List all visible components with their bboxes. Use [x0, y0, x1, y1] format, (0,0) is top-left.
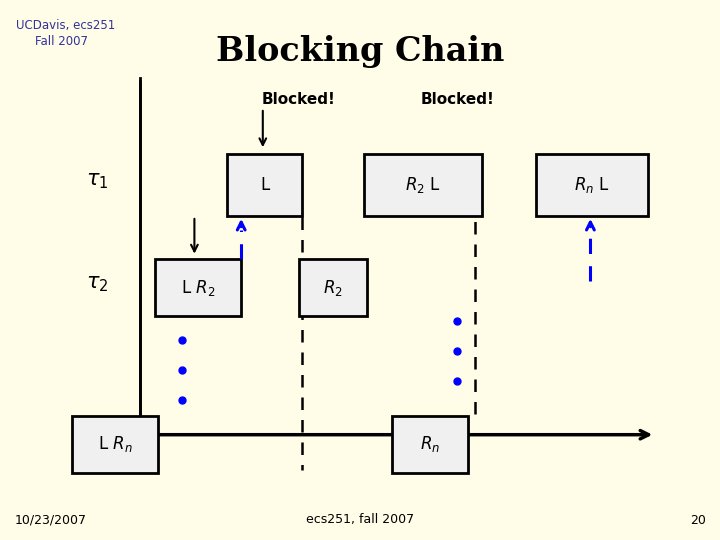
- Text: L: L: [260, 176, 269, 194]
- Bar: [72, 416, 158, 472]
- Text: Blocking Chain: Blocking Chain: [216, 35, 504, 68]
- Text: $R_{2}$: $R_{2}$: [323, 278, 343, 298]
- Text: $\tau_{1}$: $\tau_{1}$: [86, 171, 109, 191]
- Text: UCDavis, ecs251: UCDavis, ecs251: [16, 19, 115, 32]
- Text: $R_{n}$: $R_{n}$: [420, 434, 440, 454]
- Text: 10/23/2007: 10/23/2007: [14, 514, 86, 526]
- Text: L $R_{n}$: L $R_{n}$: [98, 434, 132, 454]
- Text: ecs251, fall 2007: ecs251, fall 2007: [306, 514, 414, 526]
- Text: $R_{n}$ L: $R_{n}$ L: [575, 175, 610, 195]
- Text: 20: 20: [690, 514, 706, 526]
- Bar: [364, 154, 482, 216]
- Text: $R_{2}$ L: $R_{2}$ L: [405, 175, 441, 195]
- Bar: [155, 259, 241, 316]
- Text: 0: 0: [113, 442, 125, 460]
- Text: $\tau_{2}$: $\tau_{2}$: [86, 273, 109, 294]
- Text: $\tau_{n}$: $\tau_{n}$: [86, 430, 109, 450]
- Text: L $R_{2}$: L $R_{2}$: [181, 278, 215, 298]
- Bar: [536, 154, 648, 216]
- Bar: [299, 259, 367, 316]
- Text: Fall 2007: Fall 2007: [35, 35, 88, 48]
- Text: Blocked!: Blocked!: [262, 92, 336, 107]
- Text: Blocked!: Blocked!: [420, 92, 494, 107]
- Bar: [392, 416, 468, 472]
- Bar: [227, 154, 302, 216]
